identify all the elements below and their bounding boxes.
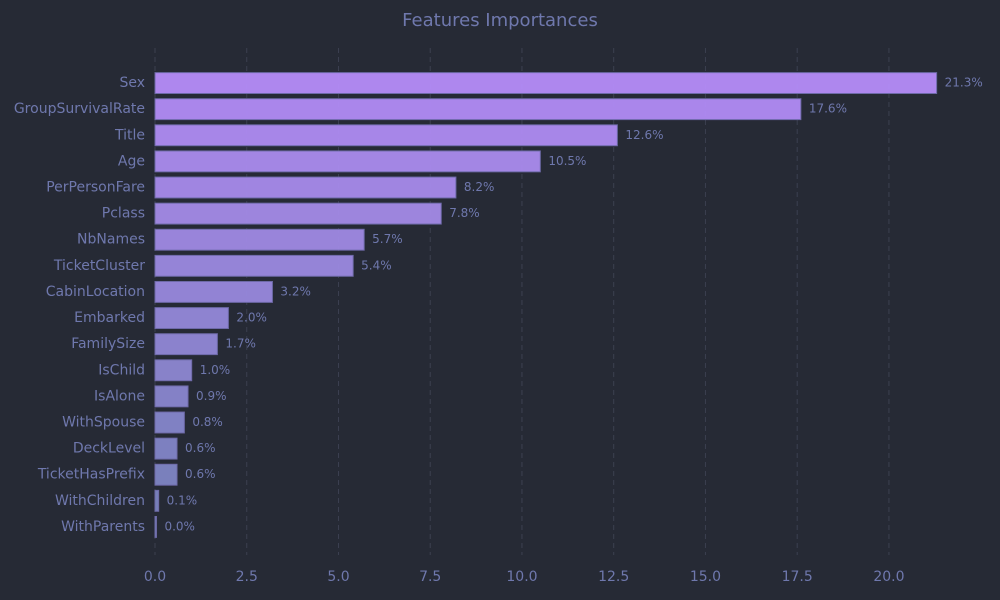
y-tick-label: Title (114, 127, 145, 143)
x-tick-label: 0.0 (144, 569, 166, 585)
x-tick-label: 12.5 (598, 569, 629, 585)
value-label: 1.0% (200, 363, 231, 377)
chart-title: Features Importances (402, 10, 598, 31)
x-tick-label: 7.5 (419, 569, 441, 585)
y-tick-label: WithChildren (55, 493, 145, 509)
y-tick-label: Age (118, 153, 145, 169)
x-tick-label: 10.0 (506, 569, 537, 585)
y-tick-label: Pclass (102, 206, 145, 222)
value-label: 7.8% (449, 206, 480, 220)
y-tick-label: TicketHasPrefix (37, 467, 145, 483)
x-tick-label: 20.0 (873, 569, 904, 585)
y-tick-label: TicketCluster (53, 258, 145, 274)
value-label: 0.8% (192, 415, 223, 429)
value-label: 17.6% (809, 102, 847, 116)
bar (154, 124, 618, 147)
value-label: 2.0% (236, 311, 267, 325)
bar (154, 411, 185, 434)
y-tick-label: WithSpouse (62, 415, 145, 431)
x-tick-label: 2.5 (236, 569, 258, 585)
y-tick-label: NbNames (77, 232, 145, 248)
bar (154, 281, 273, 303)
bar (154, 307, 229, 330)
value-label: 10.5% (548, 154, 586, 168)
y-tick-label: WithParents (61, 519, 145, 535)
value-label: 21.3% (945, 76, 983, 90)
y-tick-label: FamilySize (71, 336, 145, 352)
value-label: 5.7% (372, 232, 403, 246)
y-tick-label: DeckLevel (73, 441, 145, 457)
value-label: 0.6% (185, 441, 216, 455)
bar (154, 333, 218, 356)
value-label: 0.1% (167, 493, 198, 507)
bar (154, 359, 193, 382)
y-tick-label: Sex (119, 75, 145, 91)
value-label: 0.9% (196, 389, 227, 403)
bar (154, 72, 938, 95)
bar (154, 98, 802, 121)
y-tick-label: IsAlone (94, 388, 145, 404)
y-tick-label: Embarked (74, 310, 145, 326)
x-tick-label: 15.0 (690, 569, 721, 585)
bar (154, 254, 354, 277)
x-tick-label: 5.0 (327, 569, 349, 585)
bar (154, 437, 178, 460)
value-label: 12.6% (625, 128, 663, 142)
value-label: 8.2% (464, 180, 495, 194)
value-label: 0.6% (185, 467, 216, 481)
y-tick-label: CabinLocation (46, 284, 145, 300)
bar (154, 176, 457, 199)
bar (154, 489, 160, 512)
bar (154, 516, 157, 538)
bar (154, 150, 541, 173)
value-label: 1.7% (225, 337, 256, 351)
y-tick-label: GroupSurvivalRate (14, 101, 145, 117)
bar (154, 228, 365, 251)
y-tick-label: IsChild (98, 362, 145, 378)
bar (154, 202, 442, 225)
y-tick-label: PerPersonFare (46, 180, 145, 196)
x-tick-label: 17.5 (782, 569, 813, 585)
bar (154, 385, 189, 408)
value-label: 5.4% (361, 258, 392, 272)
value-label: 3.2% (280, 284, 311, 298)
bar (154, 463, 178, 486)
value-label: 0.0% (164, 519, 195, 533)
